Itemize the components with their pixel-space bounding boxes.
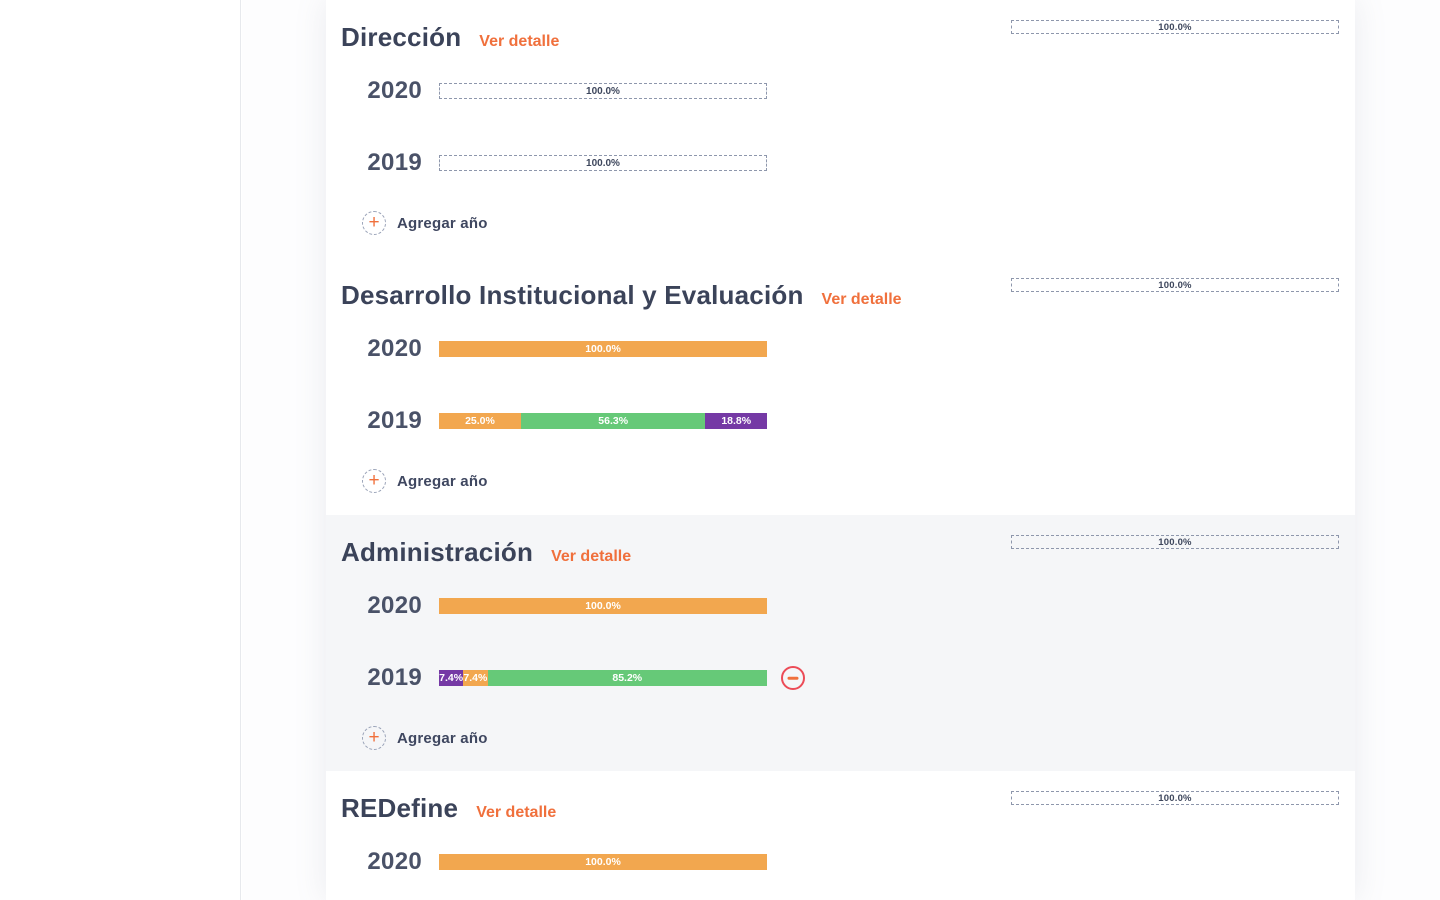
annual-target-bar: 100.0% [1011,535,1339,549]
section-title: Administración [341,537,534,567]
segment-value: 25.0% [465,415,495,427]
section-title: REDefine [341,793,459,823]
progress-value: 100.0% [586,157,620,169]
progress-segment-green: 56.3% [520,413,706,429]
section-header: Desarrollo Institucional y Evaluación Ver… [341,258,1339,312]
progress-segment-purple: 18.8% [705,413,767,429]
progress-bar: 100.0% [439,598,767,614]
segment-value: 7.4% [439,672,464,684]
year-label: 2020 [367,848,422,875]
ver-detalle-link[interactable]: Ver detalle [821,291,902,308]
year-label: 2020 [367,592,422,619]
add-year-label: Agregar año [397,214,488,232]
remove-year-button[interactable] [781,666,805,690]
annual-target-value: 100.0% [1158,536,1192,548]
year-row: 2020 100.0% [341,77,1339,104]
year-row: 2019 7.4% 7.4% 85.2% [341,664,1339,691]
progress-segment-orange: 25.0% [439,413,521,429]
section-direccion: 100.0% Dirección Ver detalle 2020 100.0% 2019… [326,0,1355,258]
segment-value: 18.8% [721,415,752,427]
progress-segment-orange: 7.4% [463,670,488,686]
sections-column: 100.0% Dirección Ver detalle 2020 100.0% 2019… [326,0,1355,900]
year-row: 2019 25.0% 56.3% 18.8% [341,407,1339,434]
add-year-label: Agregar año [397,472,488,490]
segment-value: 7.4% [463,672,488,684]
progress-value: 100.0% [586,85,620,97]
segment-value: 100.0% [585,600,621,612]
plus-icon: + [362,469,386,493]
section-title: Desarrollo Institucional y Evaluación [341,280,804,310]
ver-detalle-link[interactable]: Ver detalle [479,33,560,50]
ver-detalle-link[interactable]: Ver detalle [476,804,557,821]
year-label: 2019 [367,407,422,434]
progress-bar: 25.0% 56.3% 18.8% [439,413,767,429]
year-label: 2020 [367,77,422,104]
year-row: 2019 100.0% [341,149,1339,176]
year-row: 2020 100.0% [341,592,1339,619]
progress-bar: 7.4% 7.4% 85.2% [439,670,767,686]
annual-target-value: 100.0% [1158,21,1192,33]
progress-bar-empty: 100.0% [439,155,767,171]
progress-segment-orange: 100.0% [439,598,767,614]
progress-bar: 100.0% [439,341,767,357]
section-administracion: 100.0% Administración Ver detalle 2020 100.0… [326,515,1355,771]
section-desarrollo-institucional-y-evaluacion: 100.0% Desarrollo Institucional y Evaluac… [326,258,1355,515]
section-title: Dirección [341,22,462,52]
segment-value: 100.0% [585,343,621,355]
add-year-button[interactable]: + Agregar año [362,726,488,750]
section-header: REDefine Ver detalle [341,771,1339,825]
plus-icon: + [362,726,386,750]
progress-segment-purple: 7.4% [439,670,464,686]
annual-target-bar: 100.0% [1011,278,1339,292]
year-label: 2019 [367,149,422,176]
minus-icon [787,676,799,680]
segment-value: 56.3% [598,415,629,427]
add-year-button[interactable]: + Agregar año [362,211,488,235]
segment-value: 85.2% [612,672,643,684]
annual-target-value: 100.0% [1158,792,1192,804]
annual-target-bar: 100.0% [1011,791,1339,805]
add-year-button[interactable]: + Agregar año [362,469,488,493]
annual-target-value: 100.0% [1158,279,1192,291]
progress-bar: 100.0% [439,854,767,870]
progress-segment-orange: 100.0% [439,341,767,357]
segment-value: 100.0% [585,856,621,868]
progress-segment-green: 85.2% [487,670,767,686]
section-redefine: 100.0% REDefine Ver detalle 2020 100.0% [326,771,1355,900]
year-label: 2020 [367,335,422,362]
ver-detalle-link[interactable]: Ver detalle [551,548,632,565]
left-sidebar [0,0,241,900]
progress-segment-orange: 100.0% [439,854,767,870]
section-header: Dirección Ver detalle [341,0,1339,54]
add-year-label: Agregar año [397,729,488,747]
year-label: 2019 [367,664,422,691]
progress-bar-empty: 100.0% [439,83,767,99]
section-header: Administración Ver detalle [341,515,1339,569]
annual-target-bar: 100.0% [1011,20,1339,34]
year-row: 2020 100.0% [341,848,1339,875]
main-area: 100.0% Dirección Ver detalle 2020 100.0% 2019… [242,0,1440,900]
plus-icon: + [362,211,386,235]
year-row: 2020 100.0% [341,335,1339,362]
